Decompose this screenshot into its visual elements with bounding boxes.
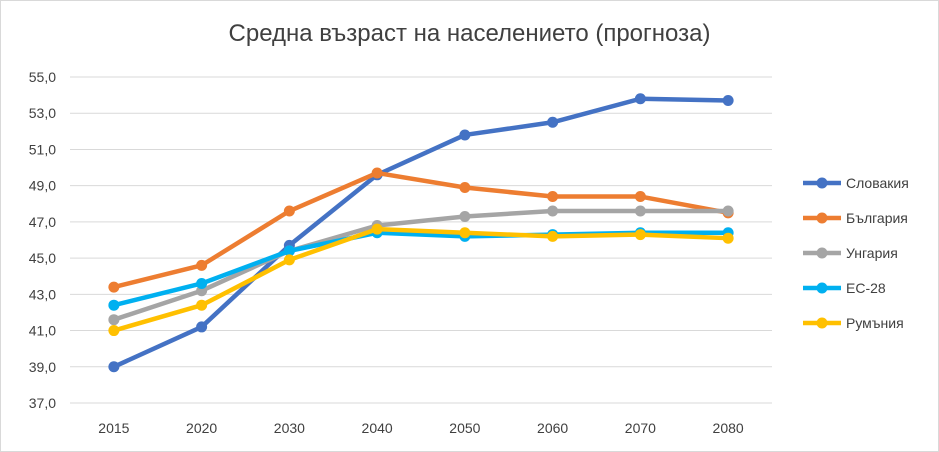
data-point bbox=[283, 254, 295, 266]
data-point bbox=[722, 205, 734, 217]
y-tick-label: 39,0 bbox=[29, 359, 56, 375]
data-point bbox=[459, 181, 471, 193]
legend-label: ЕС-28 bbox=[846, 280, 886, 296]
data-point bbox=[459, 227, 471, 239]
y-tick-label: 51,0 bbox=[29, 141, 56, 157]
data-point bbox=[108, 281, 120, 293]
legend: Словакия България Унгария ЕС-28 Румъния bbox=[803, 175, 909, 331]
legend-label: Унгария bbox=[846, 245, 898, 261]
data-point bbox=[108, 299, 120, 311]
legend-swatch-marker bbox=[816, 282, 828, 294]
data-point bbox=[196, 299, 208, 311]
x-tick-label: 2050 bbox=[449, 420, 480, 436]
x-axis-ticks: 2015 2020 2030 2040 2050 2060 2070 2080 bbox=[98, 420, 744, 436]
data-point bbox=[634, 191, 646, 203]
data-point bbox=[634, 205, 646, 217]
series-line bbox=[111, 208, 731, 322]
legend-swatch-marker bbox=[816, 212, 828, 224]
legend-swatch-marker bbox=[816, 177, 828, 189]
y-tick-label: 43,0 bbox=[29, 286, 56, 302]
y-tick-label: 53,0 bbox=[29, 105, 56, 121]
y-tick-label: 45,0 bbox=[29, 250, 56, 266]
data-point bbox=[547, 116, 559, 128]
legend-label: Словакия bbox=[846, 175, 909, 191]
y-tick-label: 55,0 bbox=[29, 69, 56, 85]
series bbox=[108, 223, 734, 337]
y-axis-ticks: 37,0 39,0 41,0 43,0 45,0 47,0 49,0 51,0 53,0 55,0 bbox=[29, 69, 56, 411]
data-point bbox=[634, 93, 646, 105]
series-line bbox=[111, 170, 731, 290]
data-point bbox=[547, 191, 559, 203]
series-line bbox=[111, 96, 731, 370]
legend-label: България bbox=[846, 210, 908, 226]
data-point bbox=[283, 245, 295, 257]
legend-item: Унгария bbox=[803, 245, 898, 261]
x-tick-label: 2060 bbox=[537, 420, 568, 436]
y-tick-label: 41,0 bbox=[29, 323, 56, 339]
x-tick-label: 2020 bbox=[186, 420, 217, 436]
data-point bbox=[108, 325, 120, 337]
data-point bbox=[196, 277, 208, 289]
data-point bbox=[108, 314, 120, 326]
y-tick-label: 49,0 bbox=[29, 178, 56, 194]
data-point bbox=[634, 229, 646, 241]
data-point bbox=[371, 223, 383, 235]
data-point bbox=[108, 361, 120, 373]
data-point bbox=[371, 167, 383, 179]
y-tick-label: 47,0 bbox=[29, 214, 56, 230]
data-point bbox=[283, 205, 295, 217]
legend-swatch-marker bbox=[816, 247, 828, 259]
data-point bbox=[547, 205, 559, 217]
legend-item: Словакия bbox=[803, 175, 909, 191]
x-tick-label: 2040 bbox=[362, 420, 393, 436]
data-point bbox=[722, 95, 734, 107]
legend-item: България bbox=[803, 210, 908, 226]
legend-label: Румъния bbox=[846, 315, 904, 331]
legend-item: ЕС-28 bbox=[803, 280, 886, 296]
legend-swatch-marker bbox=[816, 317, 828, 329]
series-lines bbox=[108, 93, 734, 373]
data-point bbox=[459, 210, 471, 222]
series-line bbox=[111, 226, 731, 333]
chart-title: Средна възраст на населението (прогноза) bbox=[228, 20, 711, 47]
data-point bbox=[459, 129, 471, 141]
data-point bbox=[196, 259, 208, 271]
x-tick-label: 2030 bbox=[274, 420, 305, 436]
x-tick-label: 2070 bbox=[625, 420, 656, 436]
x-tick-label: 2015 bbox=[98, 420, 129, 436]
legend-item: Румъния bbox=[803, 315, 904, 331]
x-tick-label: 2080 bbox=[713, 420, 744, 436]
data-point bbox=[547, 230, 559, 242]
data-point bbox=[196, 321, 208, 333]
y-tick-label: 37,0 bbox=[29, 395, 56, 411]
data-point bbox=[722, 232, 734, 244]
gridlines bbox=[70, 76, 772, 404]
